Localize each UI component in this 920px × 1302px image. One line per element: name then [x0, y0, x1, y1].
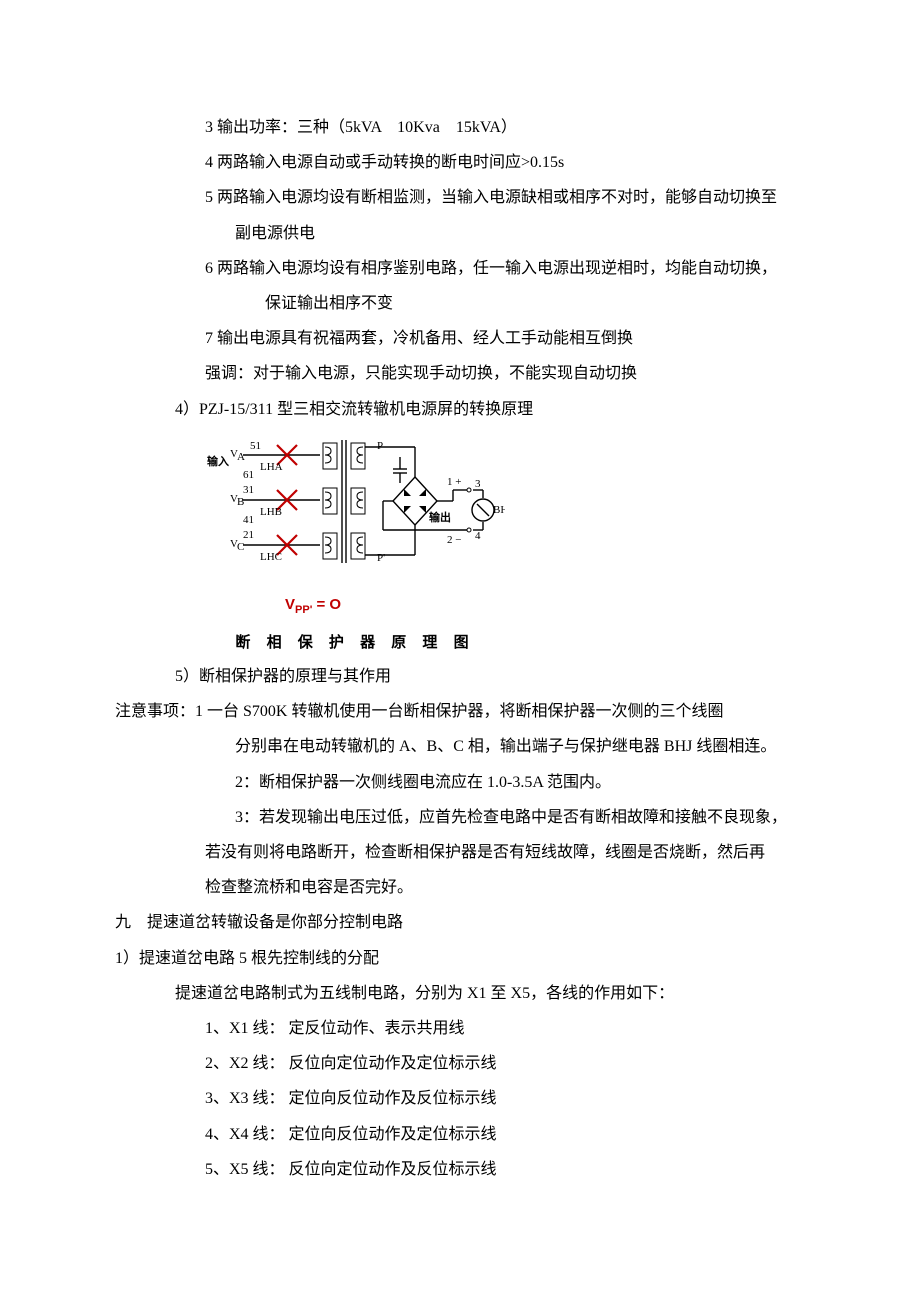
svg-text:61: 61	[243, 469, 254, 481]
svg-text:2 −: 2 −	[447, 534, 461, 546]
notes-3-line2: 若没有则将电路断开，检查断相保护器是否有短线故障，线圈是否烧断，然后再	[175, 835, 805, 870]
svg-text:1 +: 1 +	[447, 476, 461, 488]
svg-text:41: 41	[243, 514, 254, 526]
svg-text:LHB: LHB	[260, 506, 282, 518]
svg-text:BHJ: BHJ	[493, 504, 505, 516]
section-nine-heading: 九 提速道岔转辙设备是你部分控制电路	[115, 905, 805, 940]
subsection-1-body: 提速道岔电路制式为五线制电路，分别为 X1 至 X5，各线的作用如下：	[145, 976, 805, 1011]
item-3: 3 输出功率：三种（5kVA 10Kva 15kVA）	[175, 110, 805, 145]
section-5-heading: 5）断相保护器的原理与其作用	[175, 659, 805, 694]
svg-text:LHA: LHA	[260, 461, 283, 473]
item-7: 7 输出电源具有祝福两套，冷机备用、经人工手动能相互倒换	[175, 321, 805, 356]
svg-text:C: C	[237, 541, 244, 553]
diagram-caption: 断 相 保 护 器 原 理 图	[205, 626, 505, 659]
x5-line: 5、X5 线： 反位向定位动作及反位标示线	[175, 1152, 805, 1187]
document-page: 3 输出功率：三种（5kVA 10Kva 15kVA） 4 两路输入电源自动或手…	[0, 0, 920, 1302]
x4-line: 4、X4 线： 定位向反位动作及定位标示线	[175, 1117, 805, 1152]
notes-3-line1: 3：若发现输出电压过低，应首先检查电路中是否有断相故障和接触不良现象，	[175, 800, 805, 835]
svg-text:4: 4	[475, 530, 481, 542]
circuit-diagram: 输入 VA VB VC LHA LHB LHC 51 61 31 41 21	[205, 435, 505, 622]
vpp-equation: VPP' = O	[285, 588, 505, 622]
x1-line: 1、X1 线： 定反位动作、表示共用线	[175, 1011, 805, 1046]
item-6-line2: 保证输出相序不变	[175, 286, 805, 321]
notes-3-line3: 检查整流桥和电容是否完好。	[175, 870, 805, 905]
emphasis-line: 强调：对于输入电源，只能实现手动切换，不能实现自动切换	[175, 356, 805, 391]
svg-text:LHC: LHC	[260, 551, 282, 563]
svg-text:21: 21	[243, 529, 254, 541]
subsection-1-heading: 1）提速道岔电路 5 根先控制线的分配	[115, 941, 805, 976]
svg-text:A: A	[237, 451, 245, 463]
notes-line1b: 分别串在电动转辙机的 A、B、C 相，输出端子与保护继电器 BHJ 线圈相连。	[175, 729, 805, 764]
x3-line: 3、X3 线： 定位向反位动作及反位标示线	[175, 1081, 805, 1116]
item-4: 4 两路输入电源自动或手动转换的断电时间应>0.15s	[175, 145, 805, 180]
notes-line1: 注意事项：1 一台 S700K 转辙机使用一台断相保护器，将断相保护器一次侧的三…	[115, 694, 805, 729]
x2-line: 2、X2 线： 反位向定位动作及定位标示线	[175, 1046, 805, 1081]
item-5-line1: 5 两路输入电源均设有断相监测，当输入电源缺相或相序不对时，能够自动切换至	[175, 180, 805, 215]
primary-coils	[323, 443, 337, 559]
item-6-line1: 6 两路输入电源均设有相序鉴别电路，任一输入电源出现逆相时，均能自动切换，	[175, 251, 805, 286]
notes-2: 2：断相保护器一次侧线圈电流应在 1.0-3.5A 范围内。	[175, 765, 805, 800]
label-input: 输入	[207, 454, 229, 468]
svg-text:P': P'	[377, 552, 385, 564]
svg-text:输出: 输出	[429, 510, 451, 524]
svg-text:P: P	[377, 440, 383, 452]
secondary-coils	[351, 443, 365, 559]
item-5-line2: 副电源供电	[175, 216, 805, 251]
svg-text:31: 31	[243, 484, 254, 496]
section-4-heading: 4）PZJ-15/311 型三相交流转辙机电源屏的转换原理	[175, 392, 805, 427]
svg-text:3: 3	[475, 478, 481, 490]
svg-text:51: 51	[250, 440, 261, 452]
svg-text:B: B	[237, 496, 244, 508]
